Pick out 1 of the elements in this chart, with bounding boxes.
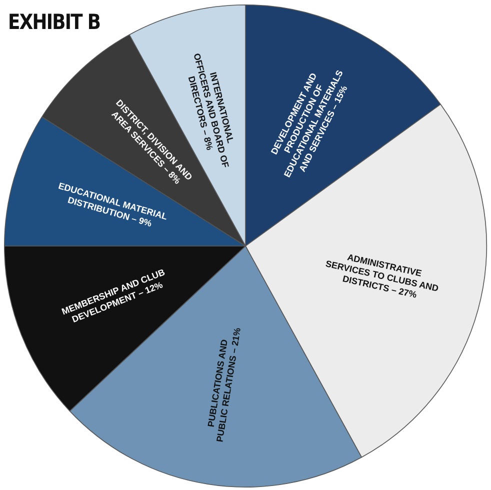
chart-title: EXHIBIT B <box>8 10 100 34</box>
